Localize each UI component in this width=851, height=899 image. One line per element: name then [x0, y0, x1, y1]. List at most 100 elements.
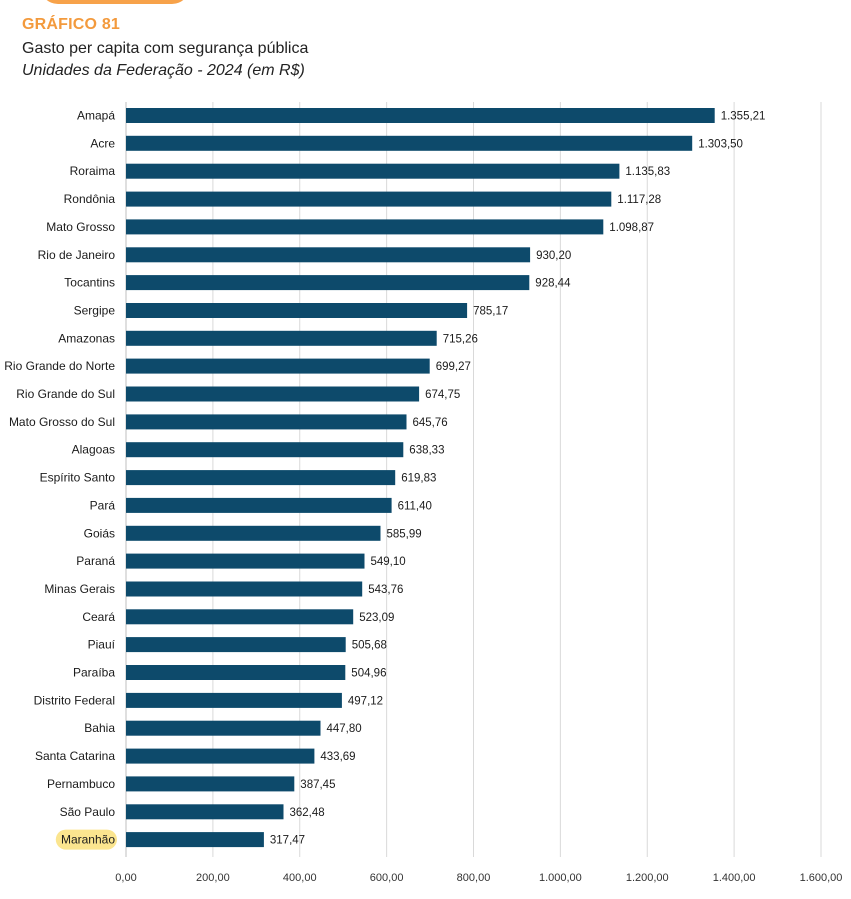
- bar: [126, 692, 342, 708]
- bar: [126, 247, 531, 263]
- value-label: 505,68: [352, 640, 387, 652]
- x-tick-label: 1.600,00: [800, 872, 843, 884]
- category-label: Acre: [90, 136, 115, 150]
- bar: [126, 748, 315, 764]
- bar: [126, 303, 468, 318]
- chart-title: Gasto per capita com segurança pública: [22, 40, 309, 57]
- value-label: 674,75: [425, 389, 460, 401]
- category-label: Amazonas: [58, 331, 115, 345]
- value-label: 619,83: [401, 473, 436, 485]
- value-label: 928,44: [535, 278, 571, 290]
- category-label: Distrito Federal: [34, 693, 115, 707]
- bar: [126, 135, 693, 151]
- value-label: 1.135,83: [625, 166, 670, 178]
- category-label: Alagoas: [72, 443, 115, 457]
- x-tick-label: 200,00: [196, 872, 230, 884]
- bar: [126, 275, 530, 291]
- category-label: Amapá: [77, 109, 115, 123]
- x-tick-label: 1.400,00: [713, 872, 756, 884]
- value-label: 715,26: [443, 333, 478, 345]
- value-label: 585,99: [387, 528, 422, 540]
- bar: [126, 665, 346, 680]
- x-tick-label: 400,00: [283, 872, 317, 884]
- value-label: 1.117,28: [617, 194, 661, 206]
- value-label: 523,09: [359, 612, 394, 624]
- category-label: Pará: [90, 498, 116, 512]
- decorative-accent-arc: [40, 0, 190, 4]
- category-label: Goiás: [84, 526, 115, 540]
- value-label: 549,10: [371, 556, 406, 568]
- chart-kicker: GRÁFICO 81: [22, 16, 121, 33]
- value-label: 433,69: [320, 751, 355, 763]
- category-label: Mato Grosso: [46, 220, 115, 234]
- highlight-badge: [55, 829, 117, 850]
- category-label: Rio Grande do Sul: [16, 387, 115, 401]
- category-label: Paraíba: [73, 666, 115, 680]
- category-label: Tocantins: [64, 276, 115, 290]
- value-label: 317,47: [270, 835, 305, 847]
- value-label: 543,76: [368, 584, 403, 596]
- bar: [126, 442, 404, 458]
- bar: [126, 219, 604, 235]
- category-label: Roraima: [70, 164, 116, 178]
- value-label: 930,20: [536, 250, 571, 262]
- value-label: 611,40: [398, 500, 432, 512]
- bars: [126, 108, 715, 848]
- category-label: Rio de Janeiro: [38, 248, 116, 262]
- value-label: 1.355,21: [721, 111, 766, 123]
- x-tick-label: 1.000,00: [539, 872, 582, 884]
- value-label: 447,80: [327, 723, 362, 735]
- category-label: Sergipe: [74, 304, 116, 318]
- value-label: 387,45: [300, 779, 335, 791]
- bar: [126, 386, 420, 402]
- category-label: Bahia: [84, 721, 115, 735]
- category-label: Espírito Santo: [40, 471, 116, 485]
- bar: [126, 470, 396, 486]
- chart-subtitle: Unidades da Federação - 2024 (em R$): [22, 62, 305, 79]
- bar: [126, 553, 365, 569]
- value-label: 645,76: [413, 417, 448, 429]
- bar: [126, 414, 407, 430]
- x-axis-ticks: 0,00 200,00 400,00 600,00 800,00 1.000,00 1.20…: [115, 872, 842, 884]
- bar: [126, 832, 264, 848]
- category-label: Piauí: [88, 638, 116, 652]
- value-label: 362,48: [290, 807, 325, 819]
- x-tick-label: 800,00: [457, 872, 491, 884]
- category-label: Paraná: [76, 554, 115, 568]
- category-label: Ceará: [82, 610, 115, 624]
- bar: [126, 776, 295, 792]
- category-label: Minas Gerais: [44, 582, 115, 596]
- category-label: Rondônia: [64, 192, 116, 206]
- x-tick-label: 0,00: [115, 872, 136, 884]
- value-label: 699,27: [436, 361, 471, 373]
- category-label: São Paulo: [60, 805, 116, 819]
- value-labels: 1.355,21 1.303,50 1.135,83 1.117,28 1.098,87…: [270, 111, 766, 847]
- bar: [126, 525, 381, 541]
- bar: [126, 581, 363, 597]
- x-tick-label: 1.200,00: [626, 872, 669, 884]
- category-label: Mato Grosso do Sul: [9, 415, 115, 429]
- bar: [126, 609, 354, 625]
- bar: [126, 720, 321, 736]
- category-label: Maranhão: [61, 833, 115, 847]
- category-labels: Amapá Acre Roraima Rondônia Mato Grosso Rio d…: [4, 109, 117, 850]
- bar: [126, 358, 430, 374]
- value-label: 1.098,87: [609, 222, 654, 234]
- category-label: Pernambuco: [47, 777, 115, 791]
- value-label: 638,33: [409, 445, 444, 457]
- value-label: 1.303,50: [698, 138, 743, 150]
- bar: [126, 108, 715, 123]
- value-label: 497,12: [348, 695, 383, 707]
- x-tick-label: 600,00: [370, 872, 404, 884]
- category-label: Rio Grande do Norte: [4, 359, 115, 373]
- bar: [126, 497, 392, 513]
- bar: [126, 163, 620, 179]
- value-label: 504,96: [351, 668, 386, 680]
- bar: [126, 804, 284, 820]
- category-label: Santa Catarina: [35, 749, 115, 763]
- bar: [126, 637, 346, 653]
- bar: [126, 191, 612, 207]
- bar: [126, 330, 437, 346]
- value-label: 785,17: [473, 306, 508, 318]
